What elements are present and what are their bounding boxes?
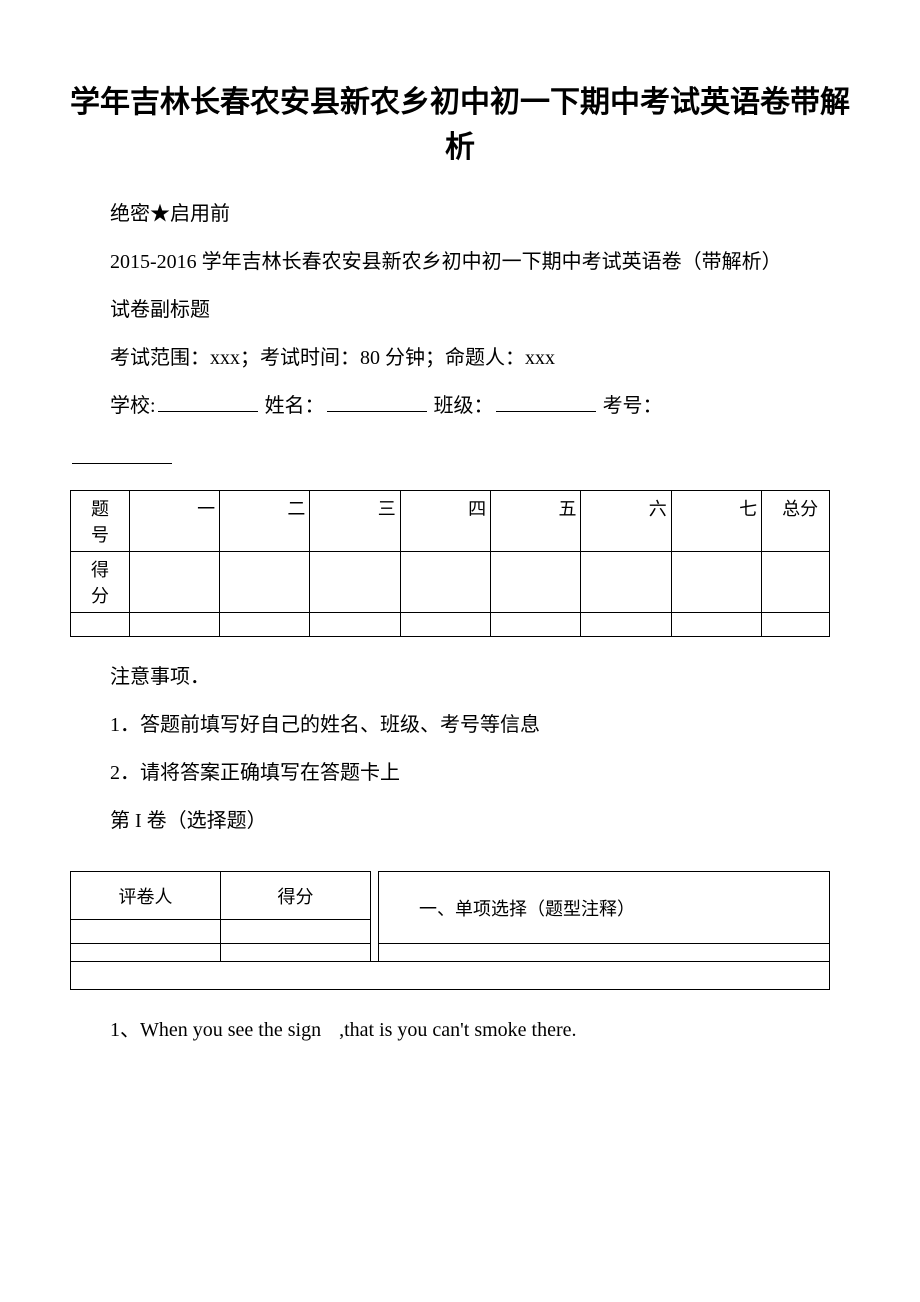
score-header: 得分 [221, 872, 371, 920]
section-1-label: 第 I 卷（选择题） [70, 801, 850, 841]
full-title: 2015-2016 学年吉林长春农安县新农乡初中初一下期中考试英语卷（带解析） [70, 242, 850, 282]
full-blank [71, 962, 830, 990]
score-cell[interactable] [491, 552, 581, 613]
table-row [71, 613, 830, 637]
empty-cell [762, 613, 830, 637]
score-cell[interactable] [400, 552, 490, 613]
name-blank[interactable] [327, 392, 427, 412]
empty-cell [220, 613, 310, 637]
score-cell[interactable] [762, 552, 830, 613]
question-text-before: When you see the sign [140, 1019, 321, 1041]
grader-table: 评卷人 得分 一、单项选择（题型注释） [70, 871, 830, 990]
question-text-after: ,that is you can't smoke there. [339, 1019, 576, 1041]
score-cell[interactable] [671, 552, 761, 613]
table-row: 得分 [71, 552, 830, 613]
grader-header: 评卷人 [71, 872, 221, 920]
table-row: 评卷人 得分 一、单项选择（题型注释） [71, 872, 830, 920]
score-cell[interactable] [581, 552, 671, 613]
col-4: 四 [400, 491, 490, 552]
notice-item-2: 2．请将答案正确填写在答题卡上 [70, 753, 850, 793]
score-cell[interactable] [310, 552, 400, 613]
col-1: 一 [129, 491, 219, 552]
empty-cell [71, 613, 130, 637]
score-label-cell: 得分 [71, 552, 130, 613]
score-cell[interactable] [220, 552, 310, 613]
col-6: 六 [581, 491, 671, 552]
grader-blank-2[interactable] [71, 944, 221, 962]
table-row [71, 962, 830, 990]
school-blank[interactable] [158, 392, 258, 412]
score-cell[interactable] [129, 552, 219, 613]
grader-blank[interactable] [71, 920, 221, 944]
score-table: 题号 一 二 三 四 五 六 七 总分 得分 [70, 490, 830, 637]
spacer-cell [371, 872, 379, 962]
school-label: 学校: [110, 395, 156, 417]
examno-blank-line [70, 438, 850, 478]
table-row: 题号 一 二 三 四 五 六 七 总分 [71, 491, 830, 552]
exam-info: 考试范围：xxx；考试时间：80 分钟；命题人：xxx [70, 338, 850, 378]
empty-cell [491, 613, 581, 637]
question-1: 1、When you see the sign ,that is you can'… [70, 1010, 850, 1050]
empty-cell [671, 613, 761, 637]
examno-label: 考号： [603, 395, 663, 417]
col-7: 七 [671, 491, 761, 552]
confidential-label: 绝密★启用前 [70, 194, 850, 234]
col-5: 五 [491, 491, 581, 552]
class-blank[interactable] [496, 392, 596, 412]
score-blank[interactable] [221, 920, 371, 944]
class-label: 班级： [434, 395, 494, 417]
section-title-cell: 一、单项选择（题型注释） [379, 872, 830, 944]
examno-blank[interactable] [72, 444, 172, 464]
total-label-cell: 总分 [762, 491, 830, 552]
subtitle: 试卷副标题 [70, 290, 850, 330]
empty-cell [129, 613, 219, 637]
form-line: 学校: 姓名： 班级： 考号： [70, 386, 850, 426]
table-row [71, 944, 830, 962]
col-2: 二 [220, 491, 310, 552]
header-label-cell: 题号 [71, 491, 130, 552]
col-3: 三 [310, 491, 400, 552]
section-blank [379, 944, 830, 962]
notice-item-1: 1．答题前填写好自己的姓名、班级、考号等信息 [70, 705, 850, 745]
empty-cell [310, 613, 400, 637]
main-title: 学年吉林长春农安县新农乡初中初一下期中考试英语卷带解析 [70, 80, 850, 170]
notice-header: 注意事项． [70, 657, 850, 697]
empty-cell [581, 613, 671, 637]
empty-cell [400, 613, 490, 637]
name-label: 姓名： [265, 395, 325, 417]
question-number: 1、 [110, 1019, 140, 1041]
score-blank-2[interactable] [221, 944, 371, 962]
